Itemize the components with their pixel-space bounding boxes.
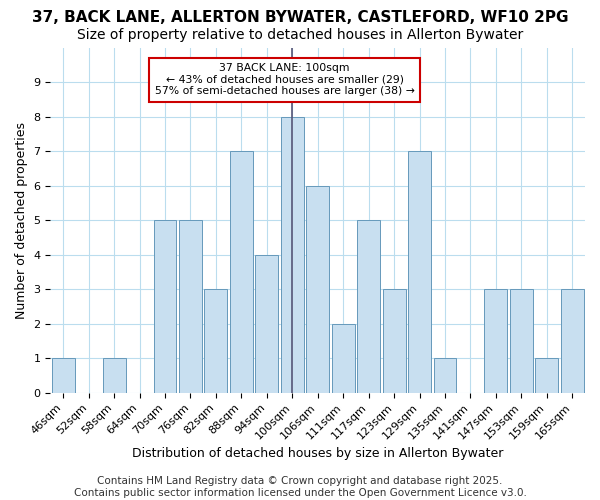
- Bar: [434, 358, 457, 393]
- Bar: [103, 358, 125, 393]
- Bar: [256, 254, 278, 393]
- Bar: [179, 220, 202, 393]
- Bar: [154, 220, 176, 393]
- Bar: [52, 358, 74, 393]
- Bar: [357, 220, 380, 393]
- Bar: [332, 324, 355, 393]
- Text: 37 BACK LANE: 100sqm
← 43% of detached houses are smaller (29)
57% of semi-detac: 37 BACK LANE: 100sqm ← 43% of detached h…: [155, 63, 415, 96]
- Bar: [408, 151, 431, 393]
- Bar: [281, 116, 304, 393]
- Bar: [383, 289, 406, 393]
- Text: Contains HM Land Registry data © Crown copyright and database right 2025.
Contai: Contains HM Land Registry data © Crown c…: [74, 476, 526, 498]
- Y-axis label: Number of detached properties: Number of detached properties: [15, 122, 28, 318]
- X-axis label: Distribution of detached houses by size in Allerton Bywater: Distribution of detached houses by size …: [132, 447, 503, 460]
- Text: 37, BACK LANE, ALLERTON BYWATER, CASTLEFORD, WF10 2PG: 37, BACK LANE, ALLERTON BYWATER, CASTLEF…: [32, 10, 568, 25]
- Bar: [306, 186, 329, 393]
- Text: Size of property relative to detached houses in Allerton Bywater: Size of property relative to detached ho…: [77, 28, 523, 42]
- Bar: [205, 289, 227, 393]
- Bar: [510, 289, 533, 393]
- Bar: [535, 358, 558, 393]
- Bar: [230, 151, 253, 393]
- Bar: [484, 289, 508, 393]
- Bar: [561, 289, 584, 393]
